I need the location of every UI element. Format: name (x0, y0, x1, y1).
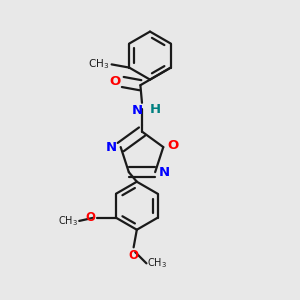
Text: O: O (167, 139, 178, 152)
Text: CH$_3$: CH$_3$ (58, 214, 78, 228)
Text: O: O (129, 249, 139, 262)
Text: N: N (132, 104, 143, 117)
Text: N: N (106, 141, 117, 154)
Text: N: N (159, 166, 170, 178)
Text: CH$_3$: CH$_3$ (147, 256, 167, 270)
Text: O: O (109, 75, 120, 88)
Text: CH$_3$: CH$_3$ (88, 58, 109, 71)
Text: O: O (85, 211, 95, 224)
Text: H: H (150, 103, 161, 116)
